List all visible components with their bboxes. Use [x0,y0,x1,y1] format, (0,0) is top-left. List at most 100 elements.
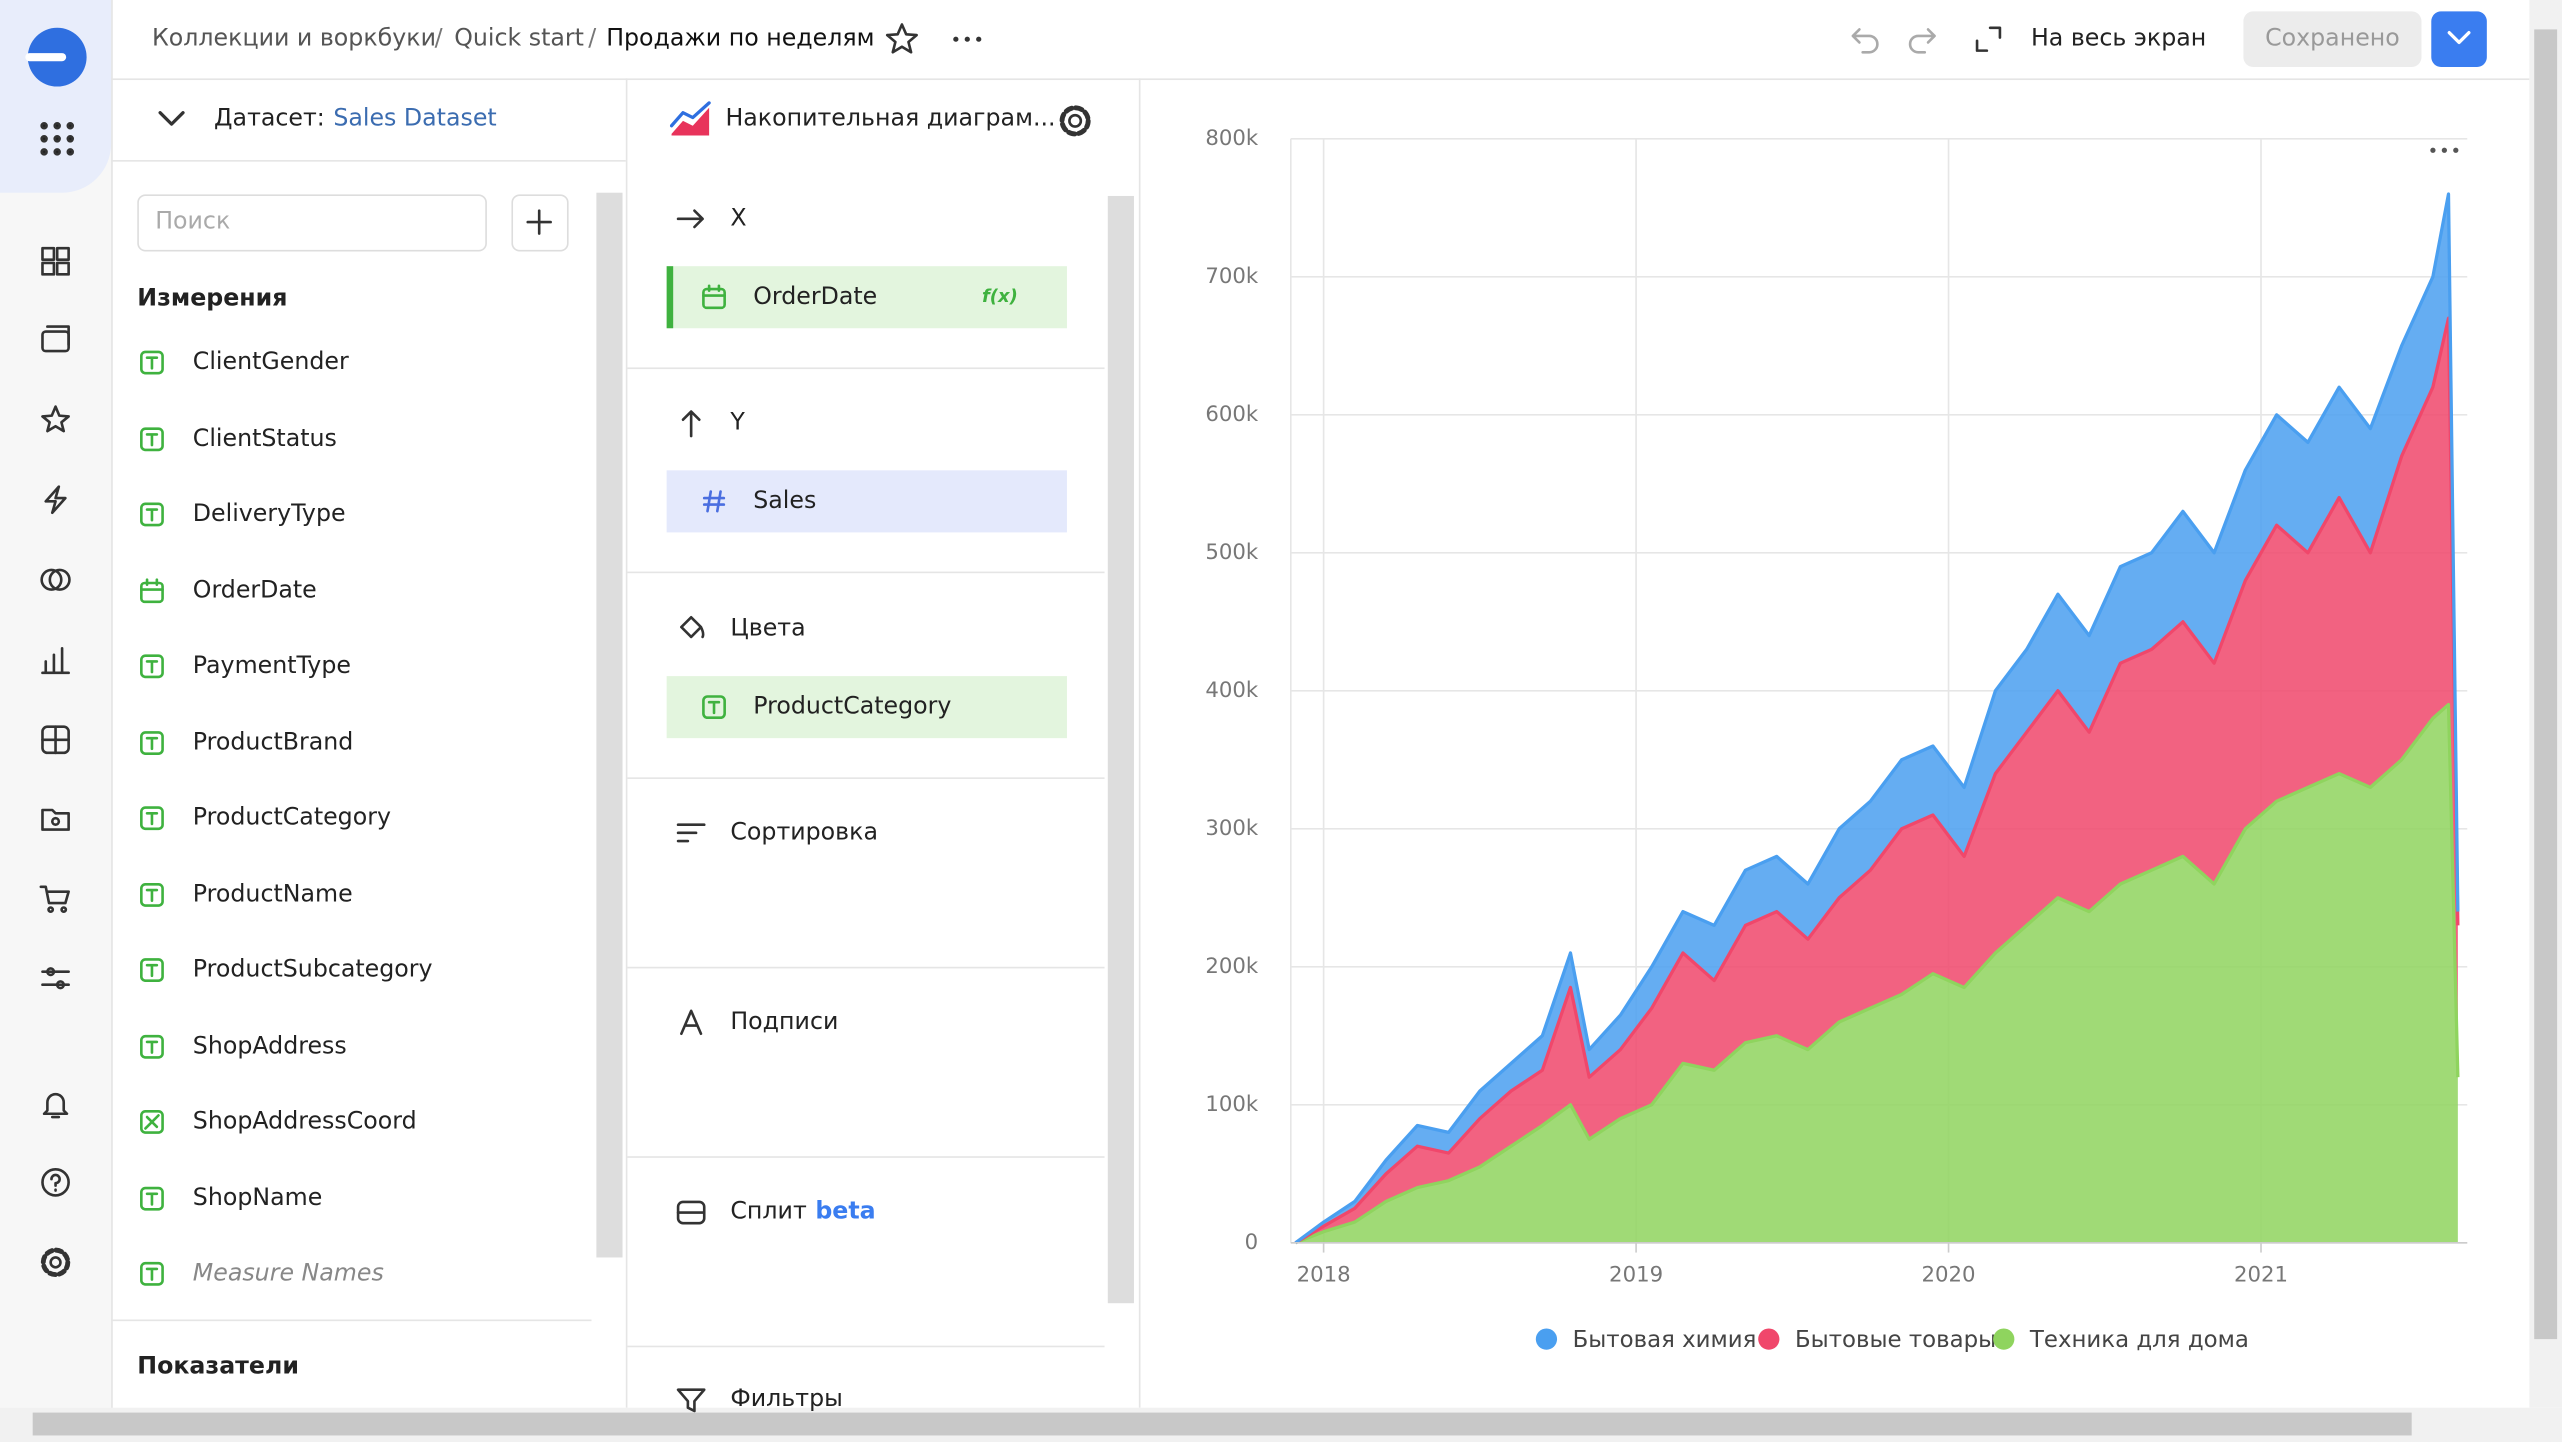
dimension-field[interactable]: OrderDate [192,577,317,604]
section-icon [676,1200,706,1225]
field-chip[interactable] [666,266,1067,329]
logo[interactable] [23,23,92,92]
favorite-icon[interactable] [884,21,920,57]
chevron-icon [2447,31,2471,45]
y-tick-label: 100k [1205,1092,1259,1117]
field-chip-label: ProductCategory [753,694,952,721]
collapse-icon[interactable] [157,108,186,131]
dimension-field[interactable]: ClientGender [192,349,349,376]
redo-icon[interactable] [1905,23,1938,56]
area-line [1294,702,2460,1245]
field-icon [140,1185,164,1210]
dataset-label: Датасет: [214,106,325,133]
nav-icon[interactable] [39,1246,72,1279]
legend-marker[interactable] [1993,1328,2015,1350]
y-tick-label: 800k [1205,126,1259,151]
divider [627,966,1105,969]
breadcrumb[interactable]: Quick start [454,26,584,53]
nav-icon[interactable] [39,1166,72,1199]
nav-icon[interactable] [39,323,72,356]
area-line [1294,192,2460,1245]
dimension-field[interactable]: DeliveryType [192,501,346,528]
chart-menu-dot[interactable] [2441,147,2447,153]
plus-icon [526,209,552,235]
chart: 0 100k 200k 300k 400k 500k 600k 700k 800k 2018 201… [1205,126,2468,1353]
dimension-field[interactable]: Measure Names [192,1260,384,1287]
scrollbar[interactable] [32,1412,2412,1436]
nav-icon[interactable] [39,245,72,278]
nav-icon[interactable] [39,563,72,596]
scrollbar[interactable] [2534,29,2558,1340]
nav-icon[interactable] [39,483,72,516]
field-icon [140,882,164,907]
formula-badge: f(x) [981,285,1018,308]
dimension-field[interactable]: ShopAddress [192,1032,347,1060]
y-tick-label: 300k [1205,816,1259,841]
dimension-field[interactable]: ProductSubcategory [192,956,433,984]
section-label: Y [730,409,745,437]
settings-icon[interactable] [1057,103,1093,139]
scrollbar[interactable] [596,192,623,1258]
dimension-field[interactable]: ProductBrand [192,729,354,756]
save-button[interactable] [2243,11,2422,67]
y-tick-label: 200k [1205,954,1259,979]
dimension-field[interactable]: ShopAddressCoord [192,1108,417,1135]
dimension-field[interactable]: PaymentType [192,653,351,680]
legend-label[interactable]: Техника для дома [2029,1327,2249,1353]
section-label: Цвета [730,615,806,642]
nav-icon[interactable] [39,723,72,756]
chart-menu-dot[interactable] [2453,147,2459,153]
section-icon [676,209,704,229]
add-field-button[interactable] [511,194,569,252]
chart-type-name[interactable]: Накопительная диаграм... [725,106,1056,133]
dimension-field[interactable]: ClientStatus [192,425,337,452]
dataset-name[interactable]: Sales Dataset [333,106,497,133]
nav-icon[interactable] [39,643,72,676]
x-tick-label: 2021 [2234,1262,2288,1287]
more-icon[interactable] [949,29,988,49]
nav-icon[interactable] [39,1088,72,1121]
section-icon [680,1009,703,1036]
divider [627,1156,1105,1158]
scrollbar[interactable] [1107,195,1134,1304]
legend-label[interactable]: Бытовые товары [1795,1327,1996,1353]
nav-icon[interactable] [39,882,72,915]
apps-icon[interactable] [39,121,75,157]
undo-icon[interactable] [1850,23,1883,56]
divider [627,571,1105,574]
section-label: Подписи [730,1009,839,1036]
legend-marker[interactable] [1758,1328,1780,1350]
divider [627,1345,1105,1348]
dimension-field[interactable]: ProductName [192,881,353,908]
legend-label[interactable]: Бытовая химия [1573,1327,1757,1353]
field-icon [140,654,164,679]
area [1295,194,2458,1243]
field-chip-label: OrderDate [753,284,878,311]
dimension-field[interactable]: ShopName [192,1184,323,1211]
field-chip[interactable] [666,676,1067,739]
y-tick-label: 700k [1205,264,1259,289]
fullscreen-icon[interactable] [1974,24,2003,53]
save-menu-button[interactable] [2431,11,2487,67]
area-line [1294,316,2460,1245]
field-icon [140,577,164,603]
chart-type-icon [669,101,711,136]
dimension-field[interactable]: ProductCategory [192,805,391,832]
chart-menu-dot[interactable] [2430,147,2436,153]
divider [627,777,1105,779]
nav-icon[interactable] [39,802,72,835]
search-input[interactable] [137,194,487,252]
section-label: Сортировка [730,819,878,846]
field-chip[interactable] [666,470,1067,533]
field-icon [140,730,164,755]
beta-badge: beta [815,1198,876,1225]
field-icon [140,426,164,451]
breadcrumb[interactable]: Коллекции и воркбуки [151,26,436,53]
page-title: Продажи по неделям [606,26,875,53]
section-label: Фильтры [730,1386,843,1413]
nav-icon[interactable] [39,403,72,436]
fullscreen-button[interactable]: На весь экран [2030,26,2207,53]
nav-icon[interactable] [39,962,72,995]
legend-marker[interactable] [1535,1328,1558,1350]
